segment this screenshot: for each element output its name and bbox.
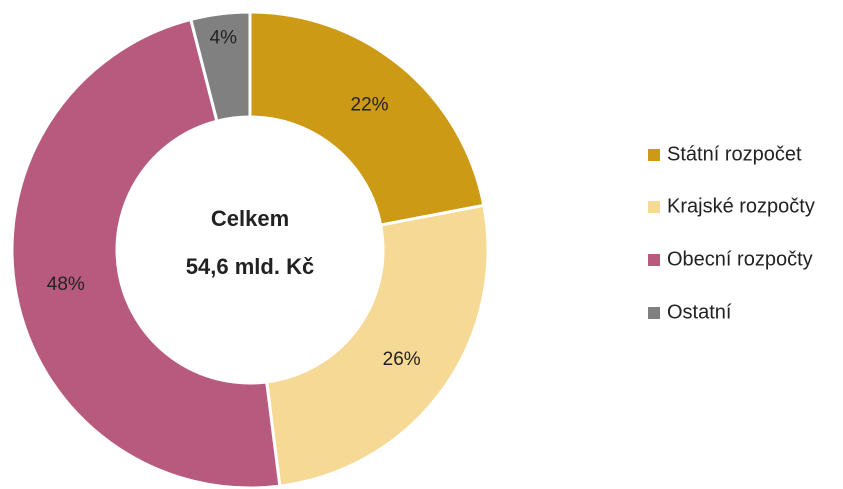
legend-label: Obecní rozpočty [667, 248, 813, 270]
donut-slice [264, 203, 490, 488]
legend-label: Krajské rozpočty [667, 195, 815, 217]
legend-label: Státní rozpočet [667, 143, 802, 165]
donut-slice [10, 17, 282, 489]
data-label: 4% [210, 28, 238, 49]
donut-slice [188, 10, 252, 124]
center-label: Celkem [211, 206, 289, 231]
data-label: 26% [383, 349, 421, 370]
legend-swatch [648, 254, 660, 266]
legend-label: Ostatní [667, 301, 732, 323]
center-label: 54,6 mld. Kč [186, 254, 314, 279]
data-label: 22% [351, 95, 389, 116]
data-label: 48% [47, 274, 85, 295]
donut-slice [248, 10, 486, 227]
legend-swatch [648, 201, 660, 213]
legend-swatch [648, 307, 660, 319]
legend-swatch [648, 149, 660, 161]
